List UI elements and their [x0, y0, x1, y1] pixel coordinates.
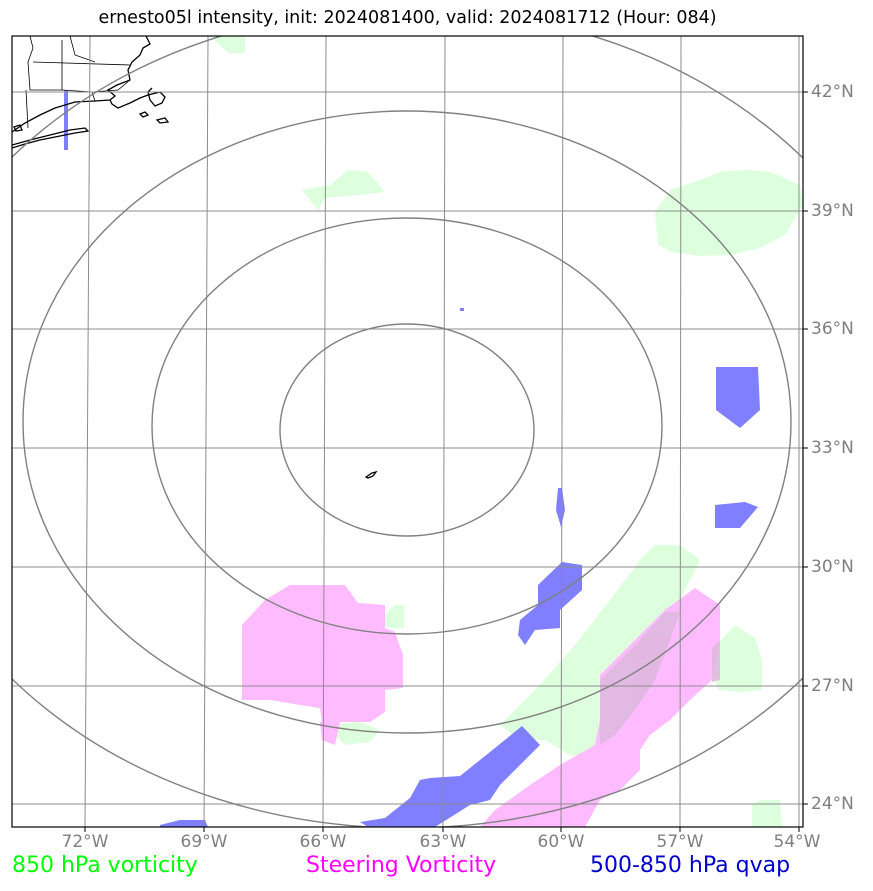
lon-label-66w: 66°W [299, 832, 347, 852]
vorticity-patch [210, 36, 245, 53]
lat-label-42n: 42°N [811, 82, 854, 102]
meridian [203, 36, 209, 827]
legend-steering-vorticity: Steering Vorticity [306, 853, 497, 878]
overlap-field [600, 612, 720, 745]
lon-label-72w: 72°W [61, 832, 109, 852]
map-frame [11, 35, 804, 828]
qvap-patch [716, 367, 760, 428]
steering-patch [242, 585, 403, 722]
axis-ticks [84, 91, 808, 832]
meridian [679, 36, 682, 827]
meridian [560, 36, 564, 827]
legend-850-vorticity: 850 hPa vorticity [12, 853, 198, 878]
lat-label-33n: 33°N [811, 438, 854, 458]
range-ring-2 [151, 217, 663, 635]
map-title: ernesto05l intensity, init: 2024081400, … [98, 8, 717, 28]
vorticity-patch [380, 605, 404, 628]
meridian [322, 36, 327, 827]
lat-label-30n: 30°N [811, 557, 854, 577]
meridian [84, 36, 91, 827]
lon-label-57w: 57°W [656, 832, 704, 852]
range-ring-1 [279, 323, 535, 537]
graticule [12, 36, 803, 827]
vorticity-patch [302, 170, 385, 210]
meridian [442, 36, 446, 827]
qvap-patch [64, 90, 68, 150]
range-ring-3 [22, 110, 792, 734]
overlap-patch [600, 612, 680, 745]
qvap-field [64, 90, 760, 827]
qvap-patch [518, 562, 582, 645]
legend-qvap: 500-850 hPa qvap [590, 853, 791, 878]
qvap-patch [715, 502, 758, 528]
lat-label-27n: 27°N [811, 676, 854, 696]
lat-label-39n: 39°N [811, 201, 854, 221]
lon-label-60w: 60°W [537, 832, 585, 852]
qvap-patch [556, 488, 565, 527]
lon-label-63w: 63°W [419, 832, 467, 852]
lon-label-69w: 69°W [180, 832, 228, 852]
vorticity-patch [655, 170, 803, 256]
state-borders [25, 36, 131, 129]
range-rings [12, 36, 803, 827]
lat-label-36n: 36°N [811, 319, 854, 339]
qvap-patch [460, 308, 464, 311]
overlap-patch [712, 640, 720, 682]
vorticity-patch [500, 545, 700, 760]
vorticity-850-field [210, 36, 803, 827]
vorticity-patch [712, 625, 762, 692]
lat-label-24n: 24°N [811, 794, 854, 814]
lon-label-54w: 54°W [773, 832, 821, 852]
vorticity-patch [752, 800, 782, 827]
qvap-patch [360, 726, 540, 827]
qvap-patch [160, 820, 208, 827]
